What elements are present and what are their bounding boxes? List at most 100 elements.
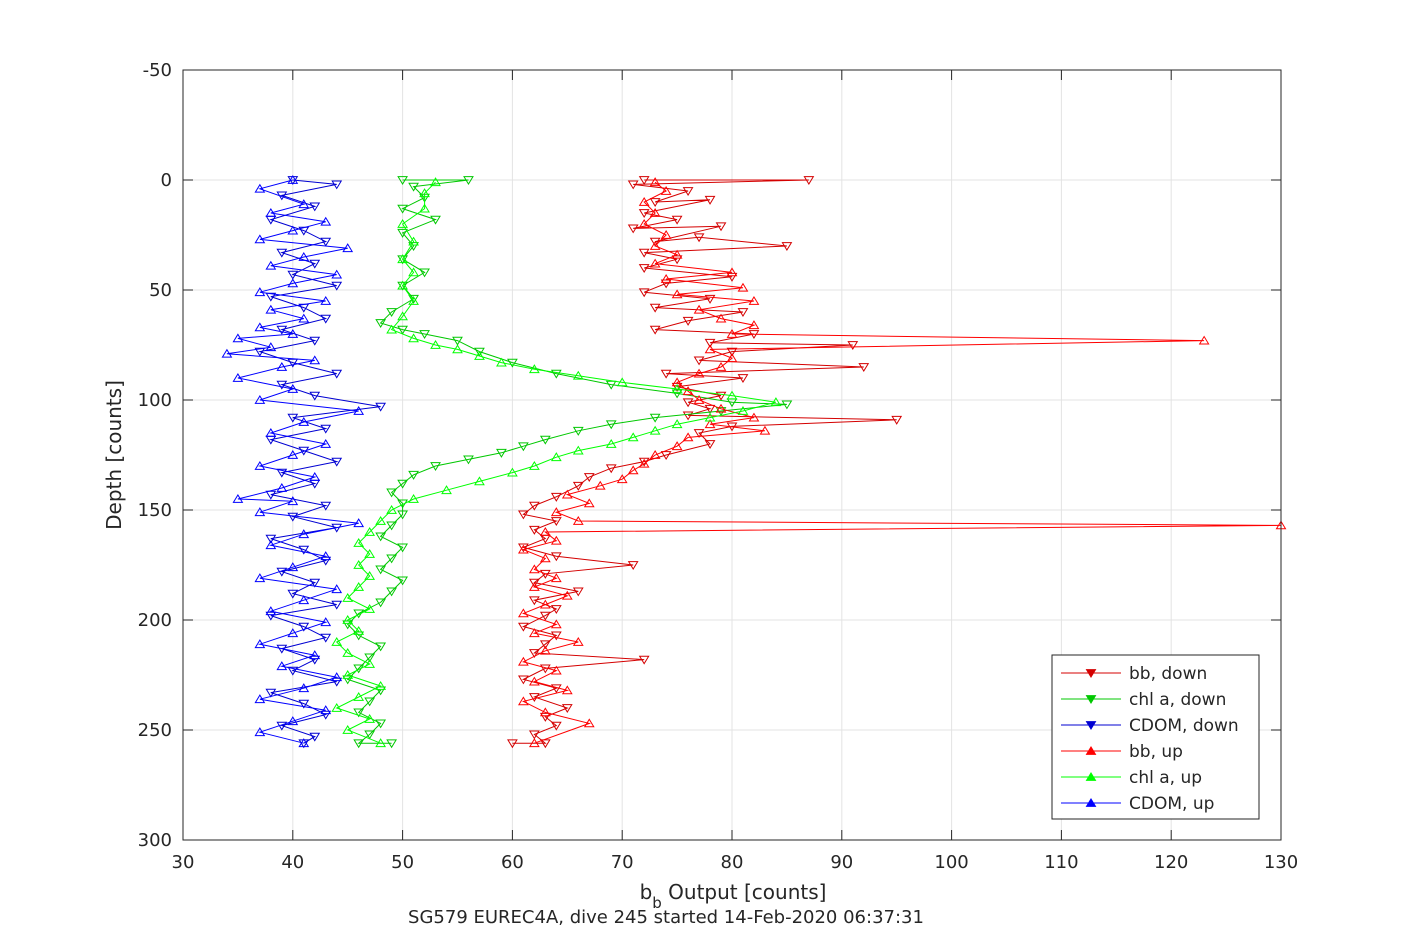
- y-axis-title: Depth [counts]: [102, 380, 126, 530]
- data-point: [539, 435, 551, 445]
- series-5: [221, 174, 365, 748]
- data-point: [232, 333, 244, 343]
- data-point: [770, 397, 782, 407]
- data-point: [408, 236, 419, 246]
- data-point: [528, 460, 540, 470]
- data-point: [320, 424, 332, 434]
- data-point: [320, 501, 332, 511]
- legend-marker: [1085, 797, 1097, 807]
- data-point: [803, 176, 815, 186]
- y-tick-label: 0: [161, 170, 172, 191]
- data-point: [298, 738, 310, 748]
- data-point: [397, 576, 408, 586]
- x-tick-label: 70: [611, 852, 634, 873]
- data-point: [572, 515, 584, 525]
- data-point: [704, 404, 716, 414]
- x-tick-label: 110: [1044, 852, 1078, 873]
- data-point: [408, 242, 419, 252]
- data-point: [528, 578, 540, 588]
- data-point: [671, 419, 683, 429]
- data-point: [430, 215, 441, 225]
- data-point: [397, 543, 408, 553]
- data-point: [715, 391, 727, 401]
- data-point: [408, 182, 419, 192]
- data-point: [605, 438, 617, 448]
- data-point: [254, 694, 266, 704]
- data-point: [353, 691, 365, 701]
- data-point: [671, 389, 683, 399]
- data-point: [309, 655, 321, 665]
- data-point: [660, 369, 672, 379]
- series-line: [512, 179, 897, 744]
- data-point: [265, 534, 277, 544]
- data-point: [539, 526, 551, 536]
- data-point: [397, 228, 408, 238]
- data-point: [704, 344, 716, 354]
- data-point: [693, 429, 705, 439]
- data-point: [638, 264, 650, 274]
- data-point: [671, 215, 683, 225]
- data-point: [550, 573, 562, 583]
- data-point: [528, 738, 540, 748]
- data-point: [550, 721, 562, 731]
- data-point: [298, 313, 310, 323]
- data-point: [627, 561, 639, 571]
- series-1: [342, 176, 793, 749]
- data-point: [704, 195, 716, 205]
- x-axis-title: bb Output [counts]: [640, 880, 827, 912]
- data-point: [671, 383, 683, 393]
- data-point: [671, 382, 683, 392]
- data-point: [254, 234, 266, 244]
- data-point: [364, 653, 376, 663]
- data-point: [441, 485, 452, 495]
- legend-label: CDOM, down: [1129, 716, 1239, 736]
- legend-label: chl a, down: [1129, 690, 1226, 710]
- data-point: [726, 328, 738, 338]
- data-point: [265, 688, 277, 698]
- series-line: [257, 179, 381, 744]
- data-point: [309, 391, 321, 401]
- data-point: [342, 675, 354, 685]
- data-point: [320, 551, 332, 561]
- data-point: [342, 620, 354, 630]
- data-point: [496, 357, 507, 367]
- series-4: [331, 177, 782, 748]
- data-point: [254, 460, 266, 470]
- data-point: [364, 697, 376, 707]
- data-point: [331, 636, 343, 646]
- data-point: [891, 415, 903, 425]
- legend-label: chl a, up: [1129, 768, 1202, 788]
- data-point: [287, 383, 299, 393]
- x-tick-label: 50: [391, 852, 414, 873]
- x-tick-label: 40: [281, 852, 304, 873]
- data-point: [693, 233, 705, 243]
- data-point: [320, 295, 332, 305]
- data-point: [408, 294, 419, 304]
- data-point: [397, 218, 408, 228]
- data-point: [517, 696, 529, 706]
- data-point: [298, 199, 310, 209]
- data-point: [682, 316, 694, 326]
- data-point: [342, 669, 354, 679]
- data-point: [265, 540, 277, 550]
- data-point: [375, 738, 387, 748]
- data-point: [375, 532, 387, 542]
- data-point: [254, 573, 266, 583]
- data-point: [309, 202, 321, 212]
- data-point: [539, 712, 551, 722]
- series-line: [521, 181, 1282, 744]
- data-point: [539, 553, 551, 563]
- data-point: [1198, 335, 1210, 345]
- data-point: [693, 304, 705, 314]
- legend-marker: [1085, 721, 1097, 731]
- data-point: [715, 313, 727, 323]
- data-point: [627, 432, 639, 442]
- data-point: [550, 665, 562, 675]
- data-point: [517, 608, 529, 618]
- data-point: [364, 730, 376, 740]
- data-point: [704, 440, 716, 450]
- data-point: [649, 240, 661, 250]
- data-point: [408, 493, 419, 503]
- data-point: [331, 584, 343, 594]
- data-point: [539, 640, 551, 650]
